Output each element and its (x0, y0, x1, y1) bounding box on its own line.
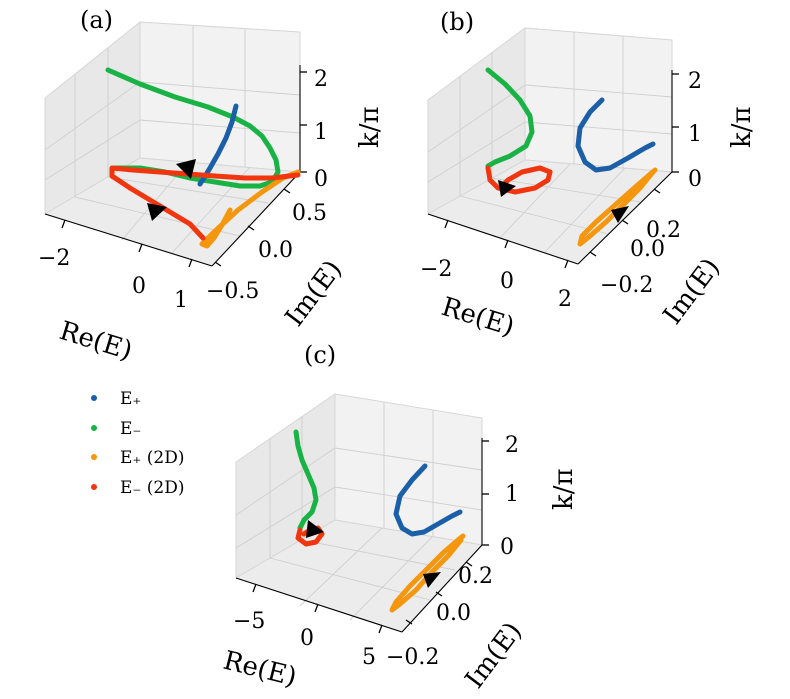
panel-c-x-axis-line (235, 577, 403, 633)
panel-a-arrow-2 (147, 203, 167, 221)
panel-b-curve-e-minus (485, 67, 535, 169)
panel-b-ylabel: Im(E) (658, 253, 727, 330)
legend-marker-e-minus-2d (91, 484, 97, 490)
panel-a-ylabel: Im(E) (280, 255, 349, 332)
panel-a-ytick-3: 0.5 (292, 201, 327, 226)
panel-b-ztick-1: 0 (688, 167, 702, 192)
legend-label-e-plus-2d: E₊ (2D) (120, 448, 185, 468)
panel-a-ztick-3: 2 (314, 67, 328, 92)
panel-c-curve-e-plus-2d (389, 533, 466, 613)
panel-a: (a) −2 0 1 −0.5 0.0 0.5 0 1 2 Re(E) Im(E… (38, 6, 385, 366)
legend-label-e-plus: E₊ (120, 389, 141, 409)
panel-c-xtick-1: −5 (233, 609, 265, 634)
panel-b-ztick-2: 1 (688, 122, 702, 147)
panel-c-y-axis-line (401, 544, 483, 633)
panel-a-curve-e-plus (197, 103, 239, 187)
panel-b: (b) −2 0 2 −0.2 0.0 0.2 0 1 2 Re(E) Im(E… (420, 8, 757, 342)
panel-a-xlabel: Re(E) (56, 316, 136, 366)
panel-b-xtick-1: −2 (420, 257, 452, 282)
panel-c-ztick-2: 1 (505, 482, 519, 507)
panel-c: (c) −5 0 5 −0.2 0.0 0.2 0 1 2 Re(E) Im(E… (220, 341, 579, 694)
panel-a-xtick-3: 1 (174, 288, 188, 313)
panel-b-zlabel: k/π (727, 106, 757, 148)
panel-c-ztick-1: 0 (500, 535, 514, 560)
panel-c-ztick-3: 2 (505, 433, 519, 458)
panel-a-xtick-1: −2 (38, 246, 70, 271)
panel-b-curve-e-plus (575, 97, 656, 173)
panel-b-xtick-2: 0 (500, 269, 514, 294)
legend-marker-e-minus (91, 425, 97, 431)
panel-c-xtick-2: 0 (300, 626, 314, 651)
panel-c-zlabel: k/π (549, 468, 579, 510)
legend-marker-e-plus (91, 395, 97, 401)
panel-a-ytick-2: 0.0 (258, 238, 293, 263)
panel-b-ytick-2: 0.0 (630, 237, 665, 262)
panel-c-arrow-1 (306, 520, 324, 538)
panel-c-ytick-2: 0.0 (436, 601, 471, 626)
legend-label-e-minus-2d: E₋ (2D) (120, 478, 185, 498)
panel-a-curve-e-minus-2d (109, 165, 301, 241)
panel-c-ytick-3: 0.2 (458, 564, 493, 589)
panel-a-ztick-1: 0 (314, 167, 328, 192)
panel-a-curve-e-minus (105, 67, 281, 189)
panel-c-ytick-1: −0.2 (386, 645, 439, 670)
panel-a-x-axis-line (44, 213, 213, 267)
panel-b-y-axis-line (577, 171, 673, 265)
panel-b-x-axis-line (427, 213, 579, 265)
panel-a-zlabel: k/π (355, 106, 385, 148)
panel-a-ytick-1: −0.5 (206, 279, 259, 304)
panel-b-gridlines (427, 32, 673, 253)
panel-b-label: (b) (440, 8, 474, 36)
legend-label-e-minus: E₋ (120, 419, 141, 439)
panel-c-ylabel: Im(E) (460, 617, 529, 694)
legend-marker-e-plus-2d (91, 454, 97, 460)
panel-a-label: (a) (80, 6, 113, 34)
panel-c-xtick-3: 5 (362, 645, 376, 670)
panel-c-curve-e-plus (393, 463, 463, 537)
panel-a-y-axis-line (211, 171, 301, 267)
panel-a-series (105, 67, 301, 249)
panel-b-series (485, 67, 658, 247)
panel-b-curve-e-plus-2d (577, 167, 658, 247)
panel-b-xtick-3: 2 (558, 287, 572, 312)
panel-c-arrow-2 (423, 572, 441, 588)
panel-c-curve-e-minus (293, 429, 319, 531)
legend: E₊ E₋ E₊ (2D) E₋ (2D) (91, 389, 185, 498)
panel-b-arrow-2 (611, 206, 629, 223)
panel-b-arrow-1 (498, 180, 516, 197)
panel-c-back-pane (334, 393, 483, 546)
panel-a-arrow-1 (176, 159, 196, 179)
panel-a-curve-e-plus-2d (199, 169, 301, 249)
panel-b-curve-e-minus-2d (485, 165, 553, 195)
panel-b-xlabel: Re(E) (438, 292, 518, 342)
panel-a-ztick-2: 1 (314, 120, 328, 145)
panel-c-gridlines (235, 402, 483, 621)
panel-b-ytick-1: −0.2 (600, 273, 653, 298)
panel-c-xlabel: Re(E) (220, 646, 299, 693)
panel-c-label: (c) (304, 341, 336, 369)
panel-a-xtick-2: 0 (132, 274, 146, 299)
panel-b-ytick-3: 0.2 (646, 218, 681, 243)
panel-b-ztick-3: 2 (688, 69, 702, 94)
